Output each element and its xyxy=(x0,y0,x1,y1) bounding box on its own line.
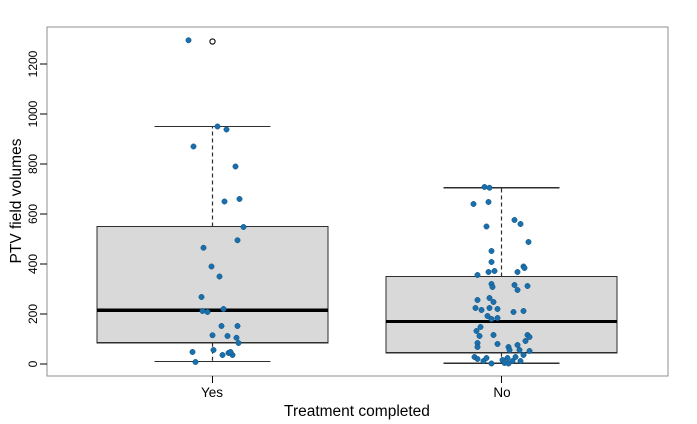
x-axis-label: Treatment completed xyxy=(284,403,430,420)
y-tick-label-1200: 1200 xyxy=(26,50,40,77)
jitter-point-yes xyxy=(223,126,230,133)
jitter-point-no xyxy=(491,268,498,274)
jitter-point-no xyxy=(486,184,493,191)
jitter-point-no xyxy=(516,347,523,353)
jitter-point-yes xyxy=(240,224,247,230)
category-label-yes: Yes xyxy=(201,385,223,400)
outlier-point-yes xyxy=(209,38,216,45)
jitter-point-no xyxy=(525,239,532,245)
jitter-point-yes xyxy=(234,323,241,329)
jitter-point-no xyxy=(474,356,481,362)
jitter-point-no xyxy=(512,354,519,360)
jitter-point-yes xyxy=(218,323,225,329)
y-tick-label-400: 400 xyxy=(26,254,40,274)
y-tick-label-600: 600 xyxy=(26,204,40,224)
jitter-point-yes xyxy=(227,349,234,355)
jitter-point-yes xyxy=(208,263,215,270)
jitter-point-yes xyxy=(236,196,243,202)
jitter-point-no xyxy=(476,333,483,339)
y-tick-label-0: 0 xyxy=(26,360,40,367)
jitter-point-no xyxy=(505,360,512,367)
jitter-point-no xyxy=(477,324,484,330)
jitter-point-no xyxy=(510,309,517,315)
jitter-point-no xyxy=(511,217,518,223)
jitter-point-no xyxy=(486,295,493,301)
jitter-point-no xyxy=(485,269,492,275)
jitter-point-no xyxy=(517,221,524,227)
jitter-point-yes xyxy=(200,244,207,251)
jitter-point-yes xyxy=(221,198,228,205)
jitter-point-no xyxy=(483,355,490,361)
jitter-point-yes xyxy=(220,306,227,312)
jitter-point-no xyxy=(490,332,497,338)
jitter-point-yes xyxy=(235,340,242,346)
jitter-point-no xyxy=(514,342,521,348)
jitter-point-no xyxy=(517,358,524,364)
y-tick-label-800: 800 xyxy=(26,154,40,174)
jitter-point-no xyxy=(474,344,481,350)
jitter-point-no xyxy=(488,360,495,367)
jitter-point-no xyxy=(478,307,485,313)
jitter-point-no xyxy=(490,299,497,305)
jitter-point-no xyxy=(504,355,511,361)
jitter-point-no xyxy=(470,201,477,207)
jitter-point-no xyxy=(522,338,529,344)
jitter-point-no xyxy=(472,305,479,311)
jitter-point-no xyxy=(494,341,501,347)
y-tick-label-200: 200 xyxy=(26,304,40,324)
jitter-point-no xyxy=(486,305,493,311)
jitter-point-no xyxy=(489,284,496,290)
jitter-point-no xyxy=(520,308,527,314)
jitter-point-no xyxy=(474,272,481,278)
jitter-point-no xyxy=(526,334,533,340)
y-tick-label-1000: 1000 xyxy=(26,100,40,127)
jitter-point-no xyxy=(524,283,531,289)
jitter-point-no xyxy=(488,259,495,265)
jitter-point-no xyxy=(526,348,533,354)
jitter-point-no xyxy=(488,248,495,254)
jitter-point-yes xyxy=(189,349,196,355)
jitter-point-no xyxy=(506,347,513,353)
jitter-point-no xyxy=(481,184,488,190)
jitter-point-no xyxy=(514,287,521,293)
jitter-point-no xyxy=(494,306,501,312)
plot-layer xyxy=(40,26,669,383)
jitter-point-yes xyxy=(219,352,226,358)
jitter-point-no xyxy=(473,328,480,334)
y-axis-label: PTV field volumes xyxy=(8,138,25,263)
jitter-point-no xyxy=(511,282,518,288)
jitter-point-yes xyxy=(185,37,192,44)
jitter-point-no xyxy=(521,265,528,271)
jitter-point-yes xyxy=(192,359,199,365)
jitter-point-no xyxy=(484,313,491,319)
category-label-no: No xyxy=(493,385,510,400)
jitter-point-no xyxy=(485,199,492,205)
jitter-point-yes xyxy=(190,143,197,150)
jitter-point-yes xyxy=(204,309,211,315)
jitter-point-no xyxy=(483,223,490,230)
jitter-point-yes xyxy=(232,163,239,170)
jitter-point-no xyxy=(474,297,481,303)
jitter-point-no xyxy=(514,269,521,275)
jitter-point-yes xyxy=(216,273,223,280)
box-no xyxy=(385,275,618,354)
jitter-point-no xyxy=(520,352,527,358)
jitter-point-yes xyxy=(233,334,240,341)
jitter-point-yes xyxy=(214,123,221,130)
jitter-point-yes xyxy=(198,294,205,300)
jitter-point-yes xyxy=(234,237,241,244)
jitter-point-no xyxy=(494,315,501,321)
box-yes xyxy=(96,225,329,344)
jitter-point-no xyxy=(488,316,495,322)
jitter-point-yes xyxy=(210,347,217,353)
jitter-point-yes xyxy=(199,308,206,314)
jitter-point-yes xyxy=(209,332,216,339)
jitter-point-yes xyxy=(224,333,231,339)
